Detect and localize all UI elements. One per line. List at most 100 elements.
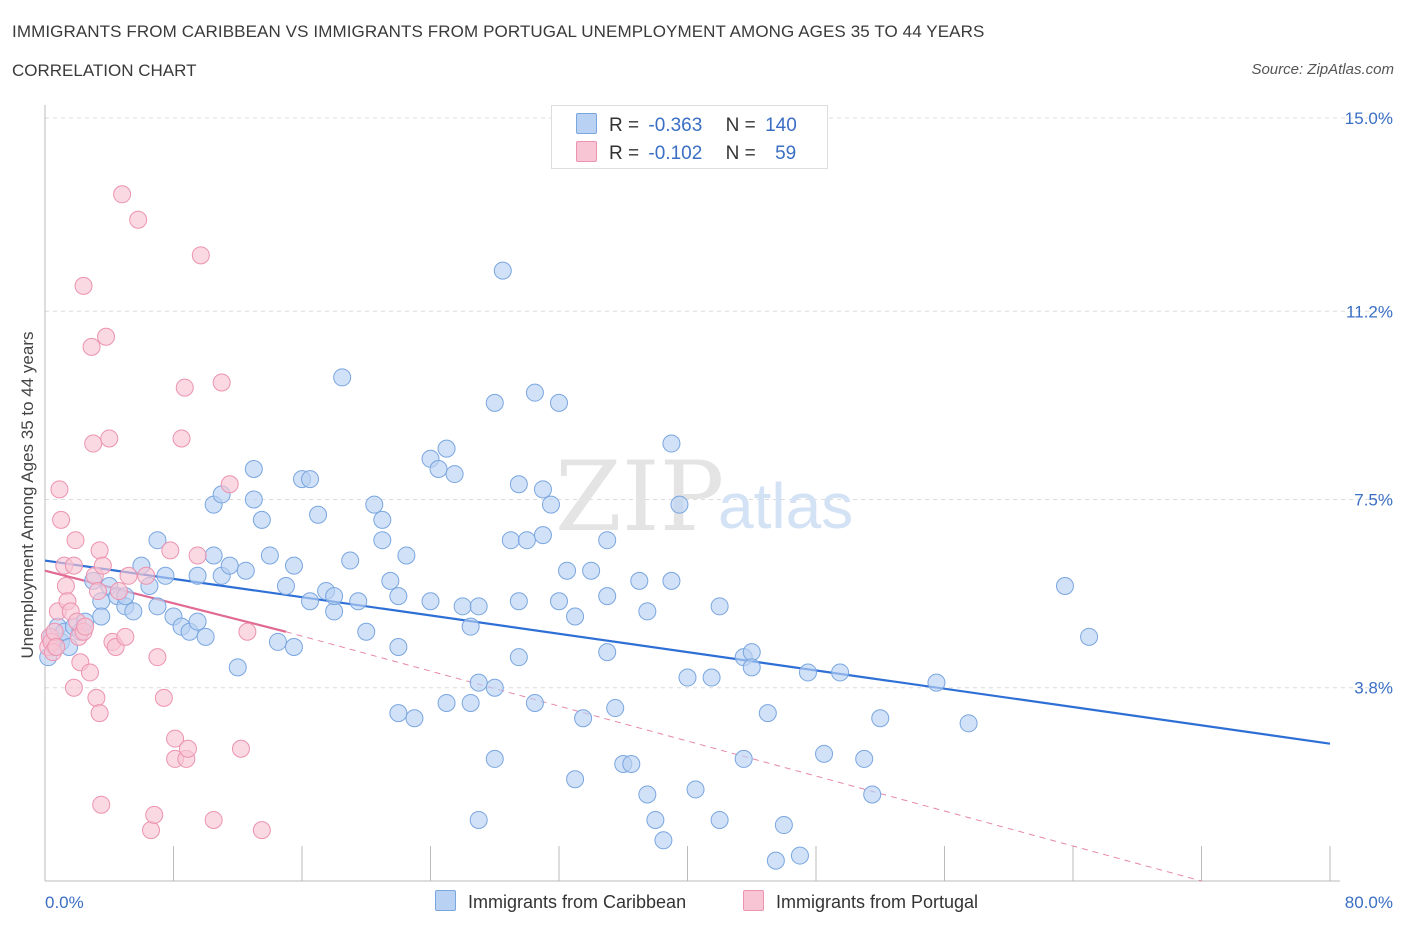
point-caribbean xyxy=(927,673,946,692)
point-portugal xyxy=(113,185,132,204)
x-tick-label: 80.0% xyxy=(1345,893,1393,912)
point-caribbean xyxy=(485,749,504,768)
point-caribbean xyxy=(574,709,593,728)
point-caribbean xyxy=(148,531,167,550)
chart-title: IMMIGRANTS FROM CARIBBEAN VS IMMIGRANTS … xyxy=(12,22,985,41)
point-caribbean xyxy=(485,678,504,697)
point-caribbean xyxy=(855,749,874,768)
point-caribbean xyxy=(606,699,625,718)
watermark-zip: ZIP xyxy=(555,441,724,553)
point-portugal xyxy=(212,373,231,392)
point-caribbean xyxy=(598,531,617,550)
point-portugal xyxy=(145,805,164,824)
watermark: ZIP atlas xyxy=(555,441,853,553)
point-portugal xyxy=(116,627,135,646)
bottom-legend-swatch-portugal xyxy=(743,890,764,911)
point-caribbean xyxy=(397,546,416,565)
point-caribbean xyxy=(638,602,657,621)
point-portugal xyxy=(166,729,185,748)
legend-r-value: -0.363 xyxy=(648,115,703,136)
point-caribbean xyxy=(509,592,528,611)
tick-labels: 3.8% 7.5% 11.2% 15.0% 0.0% 80.0% xyxy=(45,109,1393,912)
point-portugal xyxy=(129,210,148,229)
point-caribbean xyxy=(550,592,568,611)
legend-r-value: -0.102 xyxy=(648,143,703,164)
point-caribbean xyxy=(373,531,392,550)
point-caribbean xyxy=(228,658,247,677)
stats-legend: R = -0.363 N = 140 R = -0.102 N = 59 xyxy=(551,105,828,169)
point-caribbean xyxy=(349,592,368,611)
point-caribbean xyxy=(341,551,360,570)
point-caribbean xyxy=(244,490,263,509)
point-caribbean xyxy=(333,368,352,387)
point-caribbean xyxy=(437,693,456,712)
point-portugal xyxy=(47,638,66,657)
legend-r-label: R = xyxy=(609,143,640,164)
point-caribbean xyxy=(686,780,705,799)
bottom-legend-label-caribbean: Immigrants from Caribbean xyxy=(468,892,687,912)
legend-row-portugal: R = -0.102 N = 59 xyxy=(576,141,796,165)
point-caribbean xyxy=(437,439,456,458)
point-caribbean xyxy=(92,607,111,626)
point-caribbean xyxy=(469,597,488,616)
point-caribbean xyxy=(598,643,617,662)
point-portugal xyxy=(50,480,69,499)
point-portugal xyxy=(238,622,257,641)
point-caribbean xyxy=(501,531,520,550)
point-portugal xyxy=(87,688,106,707)
point-portugal xyxy=(52,510,71,529)
point-caribbean xyxy=(831,663,850,682)
x-tick-label: 0.0% xyxy=(45,893,84,912)
point-caribbean xyxy=(566,770,585,789)
point-caribbean xyxy=(357,622,376,641)
point-portugal xyxy=(175,378,194,397)
point-caribbean xyxy=(533,480,552,499)
point-caribbean xyxy=(790,846,809,865)
point-caribbean xyxy=(734,749,753,768)
point-caribbean xyxy=(148,597,167,616)
point-caribbean xyxy=(702,668,721,687)
point-caribbean xyxy=(188,612,207,631)
point-caribbean xyxy=(550,393,568,412)
point-caribbean xyxy=(622,755,641,774)
point-caribbean xyxy=(742,658,761,677)
point-caribbean xyxy=(284,638,303,657)
legend-swatch-caribbean xyxy=(576,113,597,134)
point-caribbean xyxy=(461,617,480,636)
point-portugal xyxy=(92,795,111,814)
point-portugal xyxy=(66,531,85,550)
watermark-atlas: atlas xyxy=(718,470,853,542)
point-caribbean xyxy=(1055,576,1074,595)
point-caribbean xyxy=(301,592,320,611)
point-portugal xyxy=(80,663,99,682)
point-caribbean xyxy=(525,383,544,402)
y-tick-label: 15.0% xyxy=(1345,109,1393,128)
point-portugal xyxy=(204,810,223,829)
point-portugal xyxy=(76,617,95,636)
point-caribbean xyxy=(558,561,577,580)
point-caribbean xyxy=(863,785,882,804)
point-caribbean xyxy=(485,393,504,412)
point-portugal xyxy=(148,648,167,667)
point-caribbean xyxy=(533,526,552,545)
point-caribbean xyxy=(389,704,408,723)
point-caribbean xyxy=(204,546,223,565)
point-portugal xyxy=(161,541,180,560)
point-caribbean xyxy=(276,576,295,595)
trend-lines xyxy=(44,559,1331,882)
point-caribbean xyxy=(389,587,408,606)
point-caribbean xyxy=(325,602,344,621)
point-caribbean xyxy=(654,831,673,850)
point-caribbean xyxy=(525,693,544,712)
legend-r-label: R = xyxy=(609,115,640,136)
point-caribbean xyxy=(309,505,328,524)
point-portugal xyxy=(178,739,197,758)
point-caribbean xyxy=(389,638,408,657)
point-caribbean xyxy=(284,556,303,575)
point-caribbean xyxy=(325,587,344,606)
point-portugal xyxy=(172,429,191,448)
point-portugal xyxy=(97,327,116,346)
point-caribbean xyxy=(381,571,400,590)
point-caribbean xyxy=(421,592,440,611)
point-portugal xyxy=(74,276,93,295)
